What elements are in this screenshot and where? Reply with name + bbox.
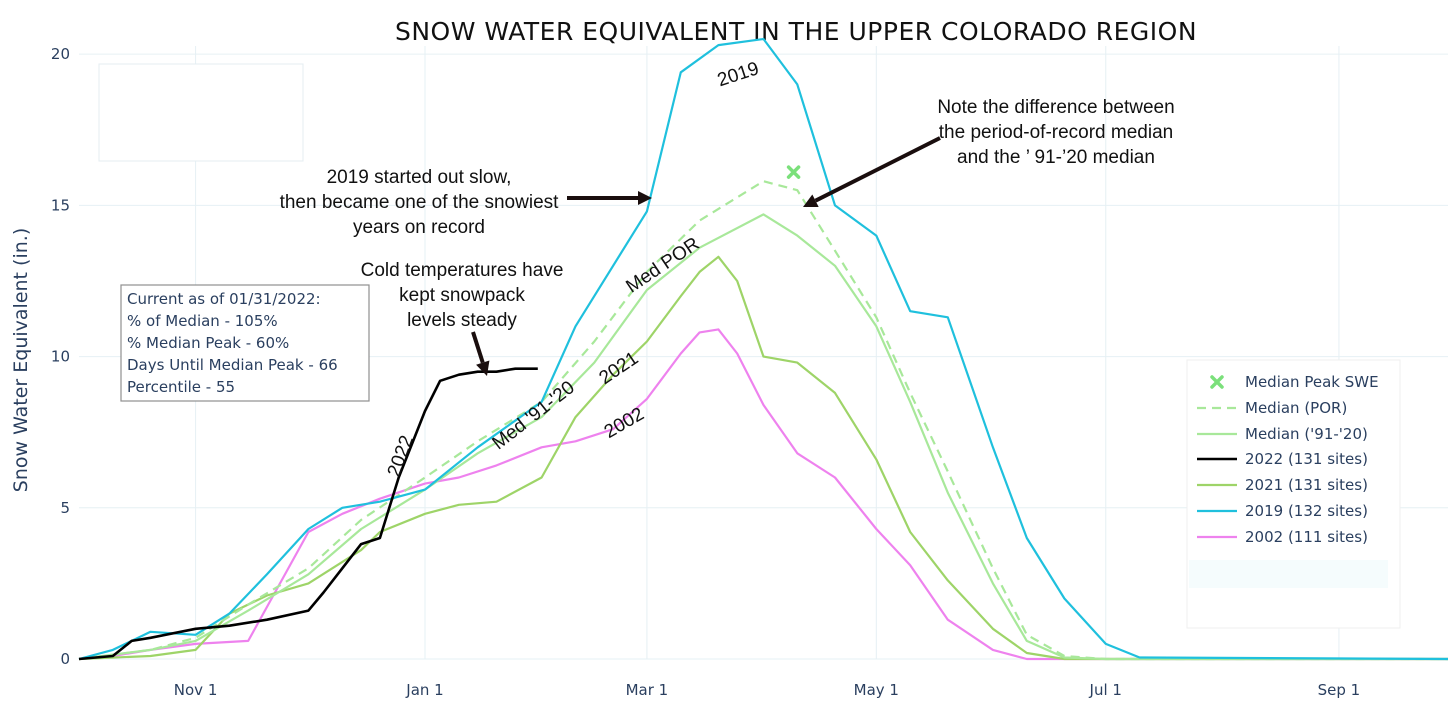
info-box-line: Current as of 01/31/2022: [127, 290, 321, 308]
y-tick-label: 15 [51, 196, 70, 214]
arrow-head [803, 194, 819, 207]
series-line-0 [78, 328, 1448, 661]
legend-label: Median ('91-'20) [1245, 425, 1368, 443]
annotation-arrows [471, 136, 941, 376]
legend-label: Median Peak SWE [1245, 373, 1379, 391]
x-tick-label: Nov 1 [174, 681, 218, 699]
series-line-4 [78, 37, 1449, 661]
series-label: 2002 [601, 404, 648, 443]
series-line-2 [78, 213, 1448, 661]
y-axis-ticks: 0 5 10 15 20 [51, 45, 70, 668]
annotation-line: Cold temperatures have [361, 260, 564, 281]
legend-label: 2022 (131 sites) [1245, 450, 1368, 468]
arrow-shaft [814, 136, 941, 203]
series-label: 2019 [715, 58, 762, 91]
chart-title: SNOW WATER EQUIVALENT IN THE UPPER COLOR… [395, 17, 1197, 46]
annotation-line: 2019 started out slow, [327, 167, 512, 188]
x-tick-label: Sep 1 [1318, 681, 1361, 699]
annotation-line: kept snowpack [399, 285, 525, 306]
x-tick-label: Mar 1 [626, 681, 669, 699]
arrow-head [476, 360, 490, 376]
legend: Median Peak SWE Median (POR) Median ('91-'… [1186, 359, 1401, 629]
series-label: Med POR [622, 233, 703, 297]
y-axis-label: Snow Water Equivalent (in.) [10, 228, 32, 492]
info-box-line: Days Until Median Peak - 66 [127, 356, 338, 374]
y-tick-label: 10 [51, 348, 70, 366]
legend-label: 2021 (131 sites) [1245, 476, 1368, 494]
x-axis-ticks: Nov 1 Jan 1 Mar 1 May 1 Jul 1 Sep 1 [174, 681, 1360, 699]
series-line-3 [78, 180, 1448, 661]
arrow-shaft [471, 331, 485, 364]
annotation-line: and the ’ 91-’20 median [957, 147, 1155, 168]
annotations: 2019 started out slow, then became one of… [280, 97, 1175, 331]
legend-label: 2002 (111 sites) [1245, 528, 1368, 546]
series-label: 2022 [384, 433, 418, 480]
info-box-line: % Median Peak - 60% [127, 334, 289, 352]
legend-label: 2019 (132 sites) [1245, 502, 1368, 520]
info-box-frame [120, 284, 370, 402]
y-tick-label: 5 [60, 499, 70, 517]
blank-panel [98, 63, 304, 162]
info-box-line: Percentile - 55 [127, 378, 235, 396]
annotation-line: Note the difference between [937, 97, 1174, 118]
median-peak-marker [786, 165, 801, 179]
series-lines [78, 37, 1449, 661]
legend-label: Median (POR) [1245, 399, 1347, 417]
markers [786, 165, 801, 179]
annotation-line: levels steady [407, 310, 517, 331]
y-tick-label: 20 [51, 45, 70, 63]
info-box-line: % of Median - 105% [127, 312, 278, 330]
legend-fill [1189, 560, 1388, 588]
y-tick-label: 0 [60, 650, 70, 668]
x-tick-label: May 1 [854, 681, 899, 699]
series-line-1 [78, 255, 1448, 661]
info-box: Current as of 01/31/2022: % of Median - 1… [120, 284, 370, 402]
series-line-5 [78, 367, 538, 661]
x-tick-label: Jan 1 [405, 681, 443, 699]
legend-swatch [1210, 375, 1224, 389]
annotation-line: the period-of-record median [939, 122, 1173, 143]
arrow-head [638, 191, 652, 205]
annotation-line: then became one of the snowiest [280, 192, 560, 213]
x-tick-label: Jul 1 [1089, 681, 1122, 699]
annotation-line: years on record [353, 217, 485, 238]
